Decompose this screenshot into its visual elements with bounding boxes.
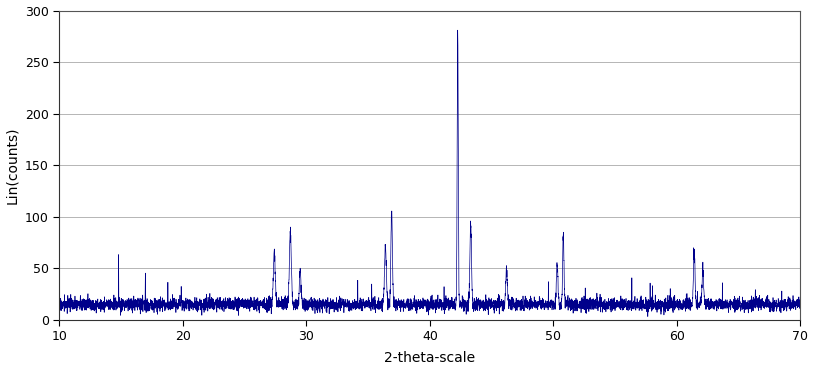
Y-axis label: Lin(counts): Lin(counts)	[6, 127, 20, 204]
X-axis label: 2-theta-scale: 2-theta-scale	[384, 351, 475, 365]
